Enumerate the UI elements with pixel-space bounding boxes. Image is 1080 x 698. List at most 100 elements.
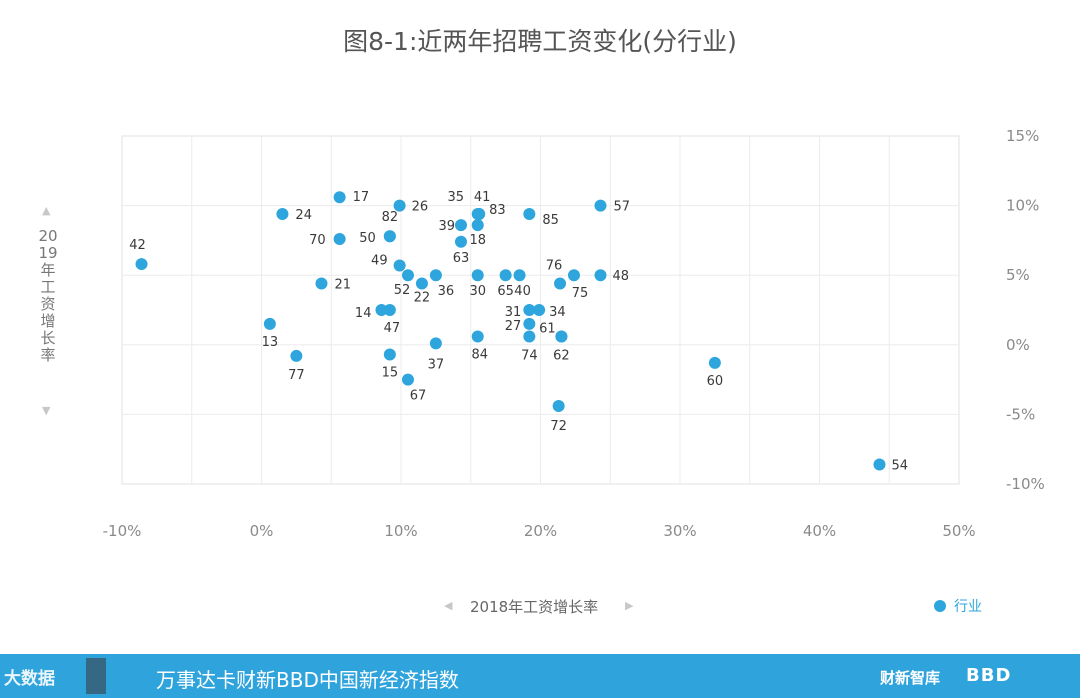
data-point-label: 26 (412, 200, 429, 215)
data-point (471, 219, 484, 232)
y-tick-label: 5% (1006, 266, 1030, 284)
x-tick-label: 50% (942, 522, 975, 540)
data-point (499, 269, 512, 282)
data-point (454, 219, 467, 232)
data-point-label: 57 (613, 200, 630, 215)
data-point-label: 76 (546, 259, 563, 274)
x-tick-label: 0% (250, 522, 274, 540)
grid (121, 135, 960, 485)
data-point (523, 207, 536, 220)
data-point-label: 36 (438, 284, 455, 299)
data-point (393, 199, 406, 212)
data-point (383, 230, 396, 243)
data-point-label: 85 (542, 213, 559, 228)
data-point-label: 60 (707, 374, 724, 389)
data-point (567, 269, 580, 282)
data-point-label: 82 (382, 210, 399, 225)
footer-thumbnail (86, 658, 106, 694)
data-point (523, 330, 536, 343)
data-point-label: 18 (469, 233, 486, 248)
data-point (383, 348, 396, 361)
data-point-label: 34 (549, 305, 566, 320)
data-point (594, 199, 607, 212)
data-point-label: 72 (550, 419, 567, 434)
data-point-label: 52 (394, 283, 411, 298)
data-point (401, 269, 414, 282)
data-point (263, 317, 276, 330)
legend-label: 行业 (954, 599, 982, 615)
data-point-label: 15 (382, 366, 399, 381)
data-point (708, 356, 721, 369)
data-point-label: 74 (521, 348, 538, 363)
y-tick-label: -10% (1006, 475, 1045, 493)
footer-title: 万事达卡财新BBD中国新经济指数 (156, 668, 459, 692)
data-point-label: 39 (438, 219, 455, 234)
data-point (471, 330, 484, 343)
data-point-label: 47 (384, 321, 401, 336)
data-point-label: 40 (514, 284, 531, 299)
data-point-label: 83 (489, 203, 506, 218)
data-point (523, 304, 536, 316)
data-point (523, 317, 536, 330)
x-tick-label: 10% (384, 522, 417, 540)
data-point-label: 54 (891, 459, 908, 474)
data-point (554, 277, 567, 290)
data-point-label: 27 (505, 319, 522, 334)
y-axis-label: 2019年工资增长率 (38, 227, 58, 364)
data-point (454, 235, 467, 248)
x-tick-label: -10% (103, 522, 142, 540)
y-tick-label: 15% (1006, 127, 1039, 145)
data-point-label: 62 (553, 348, 570, 363)
chart-title: 图8-1:近两年招聘工资变化(分行业) (343, 27, 737, 56)
data-point-label: 30 (469, 284, 486, 299)
data-point-label: 37 (428, 357, 445, 372)
data-point-label: 67 (410, 389, 427, 404)
y-tick-label: 0% (1006, 336, 1030, 354)
data-point (393, 259, 406, 272)
data-point-label: 17 (353, 190, 370, 205)
data-point (333, 233, 346, 246)
data-point-label: 63 (453, 251, 470, 266)
x-arrow-left-icon: ◀ (444, 599, 453, 612)
data-point-label: 65 (497, 284, 514, 299)
data-point-label: 48 (612, 269, 629, 284)
data-point-label: 61 (539, 321, 556, 336)
x-arrow-right-icon: ▶ (625, 599, 634, 612)
data-point-label: 84 (471, 347, 488, 362)
data-point-label: 13 (262, 335, 279, 350)
data-point (873, 458, 886, 471)
data-point (594, 269, 607, 282)
data-point-label: 42 (129, 238, 146, 253)
data-point (429, 269, 442, 282)
legend-dot-icon (934, 600, 946, 612)
x-axis-label: 2018年工资增长率 (470, 598, 599, 616)
data-point-label: 31 (505, 305, 522, 320)
data-point (471, 269, 484, 282)
data-point-label: 22 (414, 291, 431, 306)
data-point-label: 49 (371, 253, 388, 268)
y-tick-label: -5% (1006, 405, 1035, 423)
tick-labels: -10% 0% 10% 20% 30% 40% 50% 15% 10% 5% 0% -5% -10% (103, 127, 1045, 540)
footer-logo-left: 大数据 (4, 669, 55, 689)
data-point (401, 373, 414, 386)
data-point (533, 304, 546, 316)
y-arrow-up-icon: ▲ (42, 204, 51, 217)
footer-logo-caixin: 财新智库 (880, 669, 941, 687)
data-point-label: 35 (447, 190, 464, 205)
data-point-label: 24 (295, 208, 312, 223)
data-point (473, 207, 486, 220)
data-point-label: 77 (288, 368, 305, 383)
footer-banner: 大数据 万事达卡财新BBD中国新经济指数 财新智库 BBD (0, 654, 1080, 698)
y-tick-label: 10% (1006, 197, 1039, 215)
data-point-label: 75 (572, 286, 589, 301)
data-point (383, 304, 396, 316)
data-point-label: 21 (334, 278, 351, 293)
data-point (276, 207, 289, 220)
data-point (415, 277, 428, 290)
data-point-label: 41 (474, 190, 491, 205)
legend: 行业 (934, 596, 982, 616)
scatter-plot: -10% 0% 10% 20% 30% 40% 50% 15% 10% 5% 0% -5% -10% 4… (103, 127, 1045, 540)
data-point (290, 349, 303, 362)
x-tick-label: 40% (803, 522, 836, 540)
data-point (513, 269, 526, 282)
